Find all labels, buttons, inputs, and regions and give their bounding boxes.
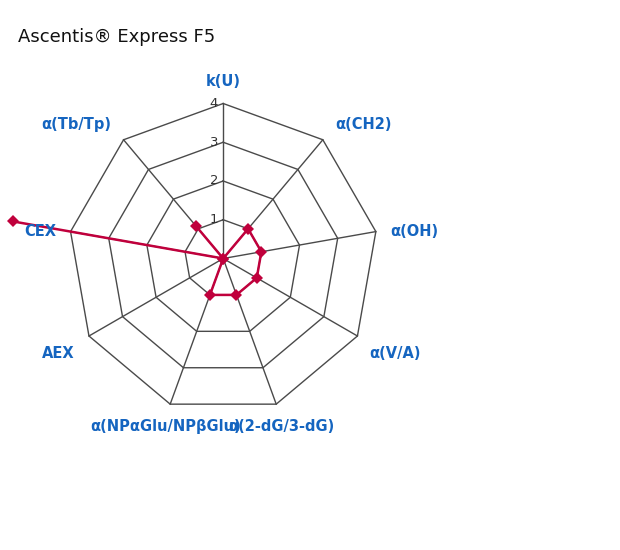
Text: 4: 4: [210, 97, 218, 110]
Text: α(NPαGlu/NPβGlu): α(NPαGlu/NPβGlu): [90, 419, 241, 434]
Text: CEX: CEX: [25, 224, 56, 239]
Text: 2: 2: [210, 174, 218, 188]
Text: α(CH2): α(CH2): [335, 117, 391, 132]
Text: α(2-dG/3-dG): α(2-dG/3-dG): [228, 419, 334, 434]
Text: k(U): k(U): [206, 74, 241, 90]
Text: α(OH): α(OH): [390, 224, 438, 239]
Text: 1: 1: [210, 213, 218, 226]
Text: α(V/A): α(V/A): [370, 346, 421, 361]
Text: Ascentis® Express F5: Ascentis® Express F5: [18, 28, 215, 46]
Text: α(Tb/Tp): α(Tb/Tp): [42, 117, 112, 132]
Text: 3: 3: [210, 136, 218, 148]
Text: AEX: AEX: [42, 346, 75, 361]
